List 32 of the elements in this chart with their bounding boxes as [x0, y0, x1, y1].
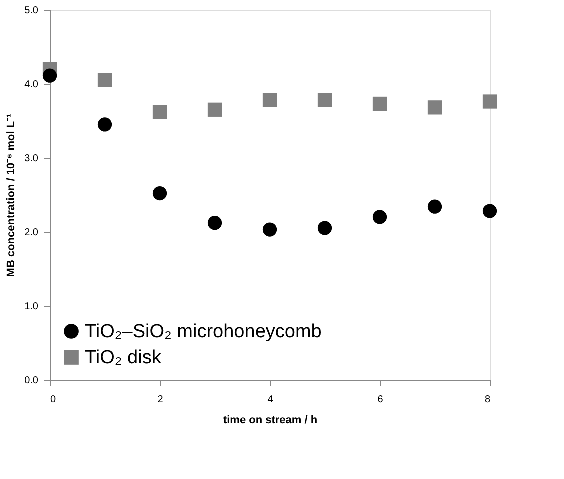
point — [262, 222, 278, 237]
x-tick-label: 2 — [158, 394, 164, 406]
point — [152, 105, 168, 120]
point — [262, 93, 278, 108]
x-tick-label: 8 — [484, 394, 491, 406]
point — [428, 200, 442, 214]
x-axis-title: time on stream / h — [223, 414, 318, 426]
y-tick-label: 3.0 — [24, 154, 39, 164]
point — [318, 221, 332, 236]
y-tick-label: 5.0 — [24, 6, 39, 16]
legend-label: TiO₂–SiO₂ microhoneycomb — [85, 322, 322, 342]
y-tick-label: 0.0 — [24, 376, 39, 386]
point — [98, 73, 112, 88]
x-tick-label: 0 — [50, 394, 56, 406]
y-tick-label: 4.0 — [24, 80, 39, 90]
y-tick-label: 1.0 — [24, 302, 39, 312]
x-tick-label: 4 — [268, 394, 274, 406]
point — [372, 96, 388, 112]
point — [318, 93, 332, 108]
point — [208, 216, 222, 230]
point — [428, 100, 442, 115]
point — [372, 210, 388, 224]
y-tick-label: 2.0 — [24, 228, 39, 238]
point — [482, 204, 498, 218]
x-tick-label: 6 — [378, 394, 384, 406]
point — [208, 102, 222, 117]
point — [42, 68, 58, 83]
y-axis-title: MB concentration / 10⁻⁶ mol L⁻¹ — [6, 113, 18, 278]
point — [98, 118, 112, 132]
point — [482, 94, 498, 109]
point — [152, 186, 168, 201]
legend-label: TiO₂ disk — [85, 348, 162, 368]
